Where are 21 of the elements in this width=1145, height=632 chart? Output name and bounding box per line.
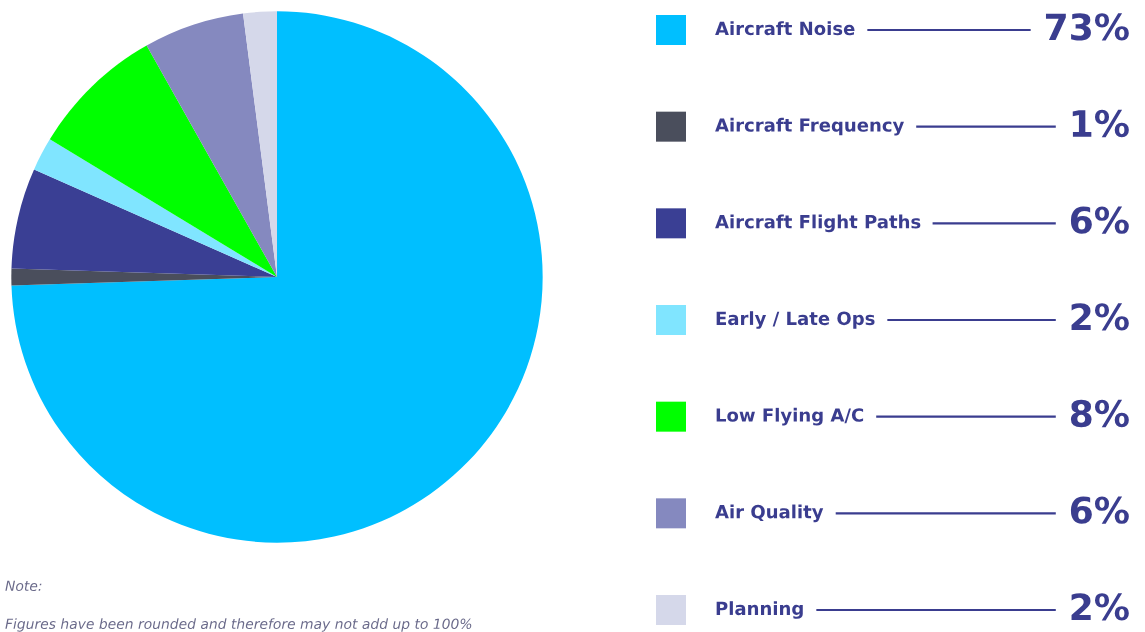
legend-label: Aircraft Flight Paths xyxy=(715,214,921,233)
data-label: 2% xyxy=(1071,593,1129,621)
data-label: 1% xyxy=(1072,109,1129,138)
data-label: 2% xyxy=(1071,303,1129,331)
data-label: 6% xyxy=(1070,496,1129,524)
legend-label: Aircraft Noise xyxy=(715,21,855,36)
text: Figures have been rounded and therefore may not add up to 100% xyxy=(5,618,472,632)
legend-label: Planning xyxy=(716,601,803,619)
legend-label: Air Quality xyxy=(715,504,824,523)
data-label: 8% xyxy=(1070,399,1129,428)
legend-label: Aircraft Frequency xyxy=(715,117,904,136)
data-label: 73% xyxy=(1045,13,1129,41)
pie-slice xyxy=(146,13,277,277)
legend-label: Early / Late Ops xyxy=(716,311,875,329)
pie-slice xyxy=(11,169,277,277)
legend-label: Low Flying A/C xyxy=(716,407,864,426)
pie-slice xyxy=(49,45,277,277)
pie-slice xyxy=(11,11,543,543)
data-label: 6% xyxy=(1070,206,1129,234)
text: Note: xyxy=(5,580,42,592)
pie-slice xyxy=(34,139,277,277)
